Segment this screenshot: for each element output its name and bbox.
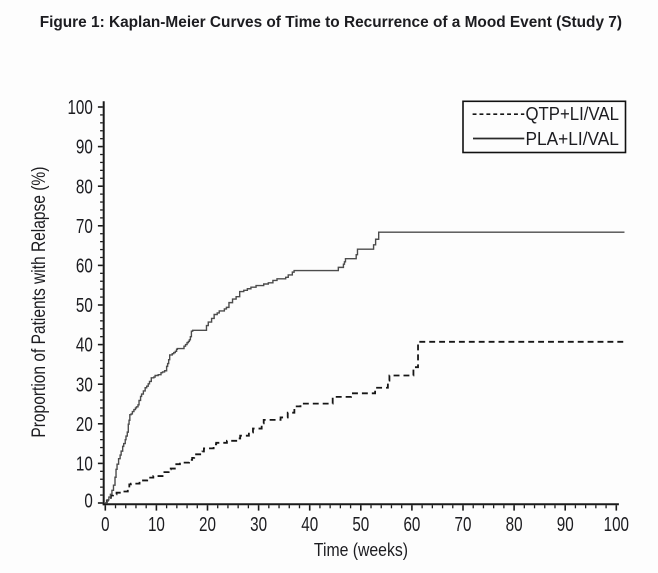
svg-text:60: 60 bbox=[403, 514, 420, 536]
svg-text:30: 30 bbox=[76, 374, 93, 396]
svg-text:Time (weeks): Time (weeks) bbox=[314, 539, 408, 560]
svg-text:50: 50 bbox=[352, 514, 369, 536]
svg-text:20: 20 bbox=[76, 414, 93, 436]
svg-text:0: 0 bbox=[84, 491, 92, 513]
svg-text:70: 70 bbox=[455, 514, 472, 536]
svg-text:90: 90 bbox=[557, 514, 574, 536]
svg-text:70: 70 bbox=[76, 216, 93, 238]
svg-text:20: 20 bbox=[199, 514, 216, 536]
svg-text:50: 50 bbox=[76, 295, 93, 317]
svg-text:Figure 1: Kaplan-Meier Curves: Figure 1: Kaplan-Meier Curves of Time to… bbox=[40, 14, 622, 31]
svg-text:Proportion of Patients with Re: Proportion of Patients with Relapse (%) bbox=[29, 167, 50, 438]
svg-text:10: 10 bbox=[76, 454, 93, 476]
svg-text:100: 100 bbox=[68, 97, 93, 119]
svg-text:80: 80 bbox=[506, 514, 523, 536]
svg-text:90: 90 bbox=[76, 137, 93, 159]
svg-text:40: 40 bbox=[301, 514, 318, 536]
svg-text:PLA+LI/VAL: PLA+LI/VAL bbox=[526, 128, 619, 149]
svg-text:100: 100 bbox=[604, 514, 629, 536]
svg-text:80: 80 bbox=[76, 176, 93, 198]
svg-text:30: 30 bbox=[250, 514, 267, 536]
svg-text:40: 40 bbox=[76, 335, 93, 357]
svg-text:10: 10 bbox=[148, 514, 165, 536]
svg-text:QTP+LI/VAL: QTP+LI/VAL bbox=[526, 103, 619, 124]
svg-text:0: 0 bbox=[101, 514, 109, 536]
svg-text:60: 60 bbox=[76, 256, 93, 278]
